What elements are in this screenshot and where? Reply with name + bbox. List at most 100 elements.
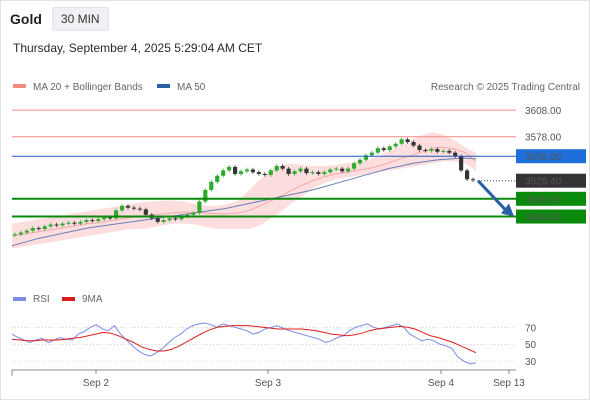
legend-label-0: MA 20 + Bollinger Bands bbox=[33, 82, 143, 93]
candle-body bbox=[381, 148, 386, 151]
legend-swatch-0 bbox=[13, 84, 26, 88]
level-label: 3508.00 bbox=[525, 195, 562, 206]
candle-body bbox=[167, 218, 172, 221]
candle-body bbox=[48, 224, 53, 227]
candle-body bbox=[30, 228, 35, 231]
attribution: Research © 2025 Trading Central bbox=[431, 82, 580, 93]
candle-body bbox=[292, 171, 297, 174]
level-tag-last bbox=[516, 173, 586, 188]
candle-body bbox=[114, 210, 119, 219]
candle-body bbox=[435, 149, 440, 152]
candle-body bbox=[274, 165, 279, 171]
level-label: 3608.00 bbox=[525, 106, 562, 117]
candle-body bbox=[78, 221, 83, 224]
candle-body bbox=[334, 168, 339, 170]
candle-body bbox=[298, 168, 303, 172]
candle-body bbox=[268, 170, 273, 175]
ma20-line bbox=[11, 146, 477, 237]
candle-body bbox=[286, 168, 291, 174]
rsi-legend-swatch-1 bbox=[62, 297, 75, 301]
candle-body bbox=[238, 171, 244, 174]
candle-body bbox=[464, 170, 470, 180]
candle-body bbox=[316, 172, 321, 174]
candle-body bbox=[72, 222, 77, 224]
candle-body bbox=[244, 169, 250, 172]
candle-body bbox=[441, 150, 446, 152]
candle-body bbox=[280, 165, 285, 169]
candle-body bbox=[304, 168, 309, 174]
time-tick-label: Sep 2 bbox=[83, 378, 110, 389]
timeframe-badge[interactable]: 30 MIN bbox=[51, 7, 109, 31]
candle-body bbox=[221, 170, 226, 176]
candle-body bbox=[108, 217, 113, 219]
candle-body bbox=[102, 217, 107, 220]
level-tag-pivot bbox=[516, 149, 586, 164]
candle-body bbox=[328, 169, 333, 173]
candle-body bbox=[423, 150, 428, 152]
candle-body bbox=[310, 172, 315, 174]
candle-body bbox=[322, 172, 327, 174]
rsi-tick-label: 50 bbox=[525, 340, 537, 351]
candle-body bbox=[12, 234, 18, 236]
candle-body bbox=[84, 220, 89, 222]
candle-body bbox=[125, 205, 131, 208]
candle-body bbox=[411, 142, 416, 146]
candle-body bbox=[470, 179, 476, 181]
rsi-tick-label: 70 bbox=[525, 323, 537, 334]
candle-body bbox=[18, 232, 24, 235]
candle-body bbox=[119, 205, 125, 211]
rsi-ma-line bbox=[11, 325, 477, 354]
legend-label-1: MA 50 bbox=[177, 82, 206, 93]
candle-body bbox=[60, 223, 65, 226]
candle-body bbox=[24, 230, 29, 233]
candle-body bbox=[90, 220, 95, 222]
rsi-tick-label: 30 bbox=[525, 357, 537, 368]
rsi-line bbox=[11, 322, 477, 365]
candle-body bbox=[393, 143, 398, 147]
candle-body bbox=[137, 208, 142, 210]
candle-body bbox=[429, 149, 434, 151]
candle-body bbox=[357, 159, 363, 164]
candle-body bbox=[369, 152, 374, 156]
candle-body bbox=[262, 173, 267, 175]
header-bar: Gold 30 MIN bbox=[4, 7, 109, 31]
candle-body bbox=[215, 175, 220, 182]
candle-body bbox=[143, 209, 148, 215]
rsi-legend-swatch-0 bbox=[13, 297, 26, 301]
candle-body bbox=[96, 219, 101, 221]
candle-body bbox=[173, 218, 178, 220]
candle-body bbox=[340, 168, 345, 172]
ma50-line bbox=[11, 157, 477, 247]
candle-body bbox=[351, 163, 357, 169]
forecast-arrowhead bbox=[501, 203, 514, 217]
level-label: 3488.00 bbox=[525, 213, 562, 224]
candle-body bbox=[66, 222, 71, 224]
bollinger-band bbox=[12, 132, 476, 249]
candle-body bbox=[131, 207, 137, 209]
candle-body bbox=[453, 152, 458, 157]
timestamp: Thursday, September 4, 2025 5:29:04 AM C… bbox=[13, 41, 263, 55]
candle-body bbox=[405, 139, 410, 143]
candle-body bbox=[155, 218, 160, 222]
time-tick-label: Sep 3 bbox=[255, 378, 282, 389]
candle-body bbox=[447, 150, 452, 153]
level-label: 3528.40 bbox=[525, 177, 562, 188]
instrument-name: Gold bbox=[10, 11, 42, 27]
candle-body bbox=[459, 156, 464, 171]
legend-swatch-1 bbox=[157, 84, 170, 88]
level-label: 3578.00 bbox=[525, 133, 562, 144]
candle-body bbox=[250, 169, 256, 173]
time-tick-label: Sep 13 bbox=[493, 378, 525, 389]
candle-body bbox=[36, 228, 41, 230]
candle-body bbox=[387, 146, 392, 151]
level-tag-support bbox=[516, 209, 586, 224]
candle-body bbox=[209, 181, 214, 190]
candle-body bbox=[232, 166, 238, 174]
time-tick-label: Sep 4 bbox=[428, 378, 455, 389]
candle-body bbox=[191, 212, 196, 215]
candle-body bbox=[375, 148, 380, 153]
candle-body bbox=[179, 216, 184, 220]
candle-body bbox=[42, 226, 47, 229]
candle-body bbox=[256, 172, 261, 174]
